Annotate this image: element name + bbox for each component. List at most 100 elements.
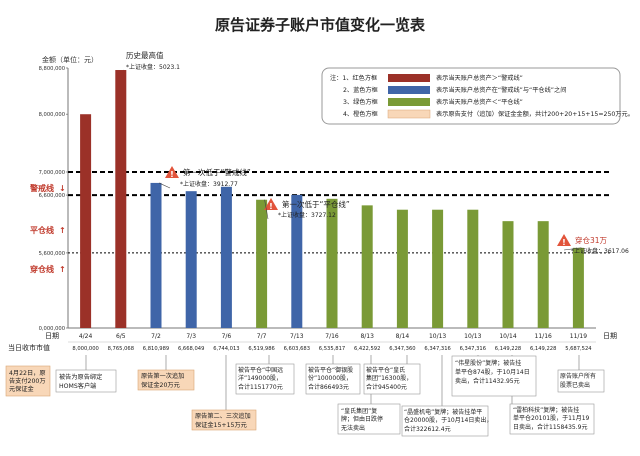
note-text: “晶盛机电”复牌；被告挂单平仓20000股，于10月14日卖出，合计322612… — [404, 408, 492, 433]
x-tick-label: 10/13 — [429, 333, 446, 340]
annotation-title: 穿仓31万 — [575, 235, 608, 245]
value-label: 6,668,049 — [178, 346, 204, 352]
chart-title: 原告证券子账户市值变化一览表 — [215, 16, 426, 34]
value-label: 6,347,316 — [460, 346, 486, 352]
legend-text: 表示当天账户总资产在“警戒线”与“平仓线”之间 — [436, 86, 566, 94]
note-text: 原告第一次追加保证金20万元 — [141, 372, 184, 389]
annotation-title: 历史最高值 — [126, 50, 164, 60]
x-tick-label: 6/5 — [116, 333, 126, 340]
bar — [432, 209, 444, 328]
warning-triangle-icon — [557, 234, 571, 246]
y-tick-label: 8,800,000 — [39, 66, 65, 72]
note-1: 4月22日，原告支付200万元保证金 — [5, 365, 51, 397]
annotation-pointer — [158, 182, 171, 189]
value-label: 6,603,683 — [284, 346, 310, 352]
note-7: 被告平仓“皇氏集团”16300股，合计945400元 — [363, 363, 421, 395]
annotation-pointer — [264, 199, 269, 220]
note-6: 被告平仓“御银股份”100000股，合计866493元 — [305, 363, 361, 395]
legend-text: 表示当天账户总资产＞“警戒线” — [436, 74, 523, 82]
x-tick-label: 7/2 — [151, 333, 161, 340]
x-tick-label: 10/13 — [464, 333, 481, 340]
liquidation-line-label: 穿仓线 — [30, 264, 54, 274]
close-line-label: 平仓线 — [30, 225, 54, 235]
bar — [361, 205, 373, 328]
legend-num: 2、蓝色方框 — [343, 86, 378, 94]
exclamation-icon: ! — [269, 202, 273, 211]
bar — [572, 247, 584, 328]
note-text: “皇氏集团”复牌；但由日跌停无法卖出 — [341, 407, 383, 432]
annotation-pointers — [123, 69, 582, 251]
bar — [256, 199, 268, 328]
note-11: “晶盛机电”复牌；被告挂单平仓20000股，于10月14日卖出，合计322612… — [401, 405, 492, 437]
annotation-title: 第一次低于“平仓线” — [282, 199, 350, 209]
x-tick-label: 8/13 — [360, 333, 374, 340]
legend-num: 4、橙色方框 — [343, 110, 378, 118]
annotation-below-warning: ! 第一次低于“警戒线” *上证收盘：3912.77 — [165, 166, 251, 188]
annotation-history-high: 历史最高值 *上证收盘：5023.1 — [126, 50, 180, 71]
legend-text: 表示原告支付（追加）保证金金额，共计200+20+15+15=250万元。 — [436, 110, 634, 118]
note-9: 原告账户所有股票已卖出 — [557, 369, 605, 393]
bar — [291, 194, 303, 328]
x-tick-label: 8/14 — [396, 333, 410, 340]
note-text: 原告账户所有股票已卖出 — [560, 372, 596, 389]
y-axis-label: 金额（单位：元） — [42, 55, 98, 64]
bar — [80, 114, 92, 328]
bar — [502, 221, 514, 328]
bar — [467, 209, 479, 328]
x-tick-label: 7/7 — [257, 333, 267, 340]
legend-text: 表示当天账户总资产＜“平仓线” — [436, 98, 523, 106]
value-label: 6,744,013 — [213, 346, 239, 352]
x-tick-label: 11/19 — [570, 333, 587, 340]
bar — [220, 186, 232, 328]
bar — [185, 191, 197, 328]
close-arrow-icon: ↑ — [59, 226, 66, 235]
note-text: 原告第二、三次追加保证金15+15万元 — [195, 412, 251, 429]
x-tick-label: 10/14 — [499, 333, 516, 340]
note-4: 原告第二、三次追加保证金15+15万元 — [191, 409, 257, 431]
note-text: 被告平仓“御银股份”100000股，合计866493元 — [308, 366, 353, 391]
legend-item-blue: 2、蓝色方框 表示当天账户总资产在“警戒线”与“平仓线”之间 — [343, 86, 566, 94]
y-tick-label: 8,000,000 — [39, 112, 65, 118]
note-12: “雷柏科技”复牌；被告挂单平仓20101股，于11月19 日卖出，合计115843… — [509, 403, 595, 435]
note-text: 被告为原告绑定 HOMS客户端 — [59, 373, 102, 390]
legend-swatch-green — [388, 98, 430, 106]
note-2: 被告为原告绑定 HOMS客户端 — [55, 369, 117, 393]
value-label: 8,000,000 — [72, 346, 98, 352]
value-label: 6,535,817 — [319, 346, 345, 352]
bar — [396, 209, 408, 328]
legend-swatch-blue — [388, 86, 430, 94]
annotation-sub: *上证收盘：3912.77 — [180, 180, 238, 188]
note-text: “伟星股份”复牌；被告挂单平仓874股，于10月14日卖出，合计11432.95… — [455, 359, 530, 385]
note-text: 4月22日，原告支付200万元保证金 — [9, 370, 46, 393]
warning-triangle-icon — [165, 166, 179, 178]
legend-num: 3、绿色方框 — [343, 98, 378, 106]
row-value-label: 当日收市市值 — [8, 343, 50, 352]
note-text: 被告平仓“中国远洋”149000股，合计1151770元 — [238, 366, 283, 391]
value-label: 6,149,228 — [530, 346, 556, 352]
x-axis-end-label: 日期 — [603, 332, 617, 340]
value-label: 6,519,986 — [248, 346, 274, 352]
y-tick-label: 0,000,000 — [39, 326, 65, 332]
y-tick-label: 7,000,000 — [39, 170, 65, 176]
note-3: 原告第一次追加保证金20万元 — [137, 369, 195, 391]
x-tick-label: 4/24 — [79, 333, 93, 340]
value-label: 6,810,989 — [143, 346, 169, 352]
y-tick-label: 6,600,000 — [39, 193, 65, 199]
row-date-label: 日期 — [45, 332, 59, 340]
note-8: “伟星股份”复牌；被告挂单平仓874股，于10月14日卖出，合计11432.95… — [451, 355, 537, 397]
annotation-title: 第一次低于“警戒线” — [183, 167, 251, 177]
legend-num: 注：1、红色方框 — [330, 74, 377, 82]
note-text: “雷柏科技”复牌；被告挂单平仓20101股，于11月19 日卖出，合计115843… — [513, 406, 590, 431]
x-tick-label: 7/13 — [290, 333, 304, 340]
annotation-pointer — [563, 247, 582, 251]
liquidation-arrow-icon: ↑ — [59, 265, 66, 274]
legend-swatch-red — [388, 74, 430, 82]
legend-item-red: 注：1、红色方框 表示当天账户总资产＞“警戒线” — [330, 74, 523, 82]
warning-triangle-icon — [264, 198, 278, 210]
value-label: 6,347,360 — [389, 346, 415, 352]
exclamation-icon: ! — [170, 170, 174, 179]
note-5: 被告平仓“中国远洋”149000股，合计1151770元 — [235, 363, 295, 395]
warning-arrow-icon: ↓ — [59, 184, 66, 193]
value-label: 6,422,592 — [354, 346, 380, 352]
